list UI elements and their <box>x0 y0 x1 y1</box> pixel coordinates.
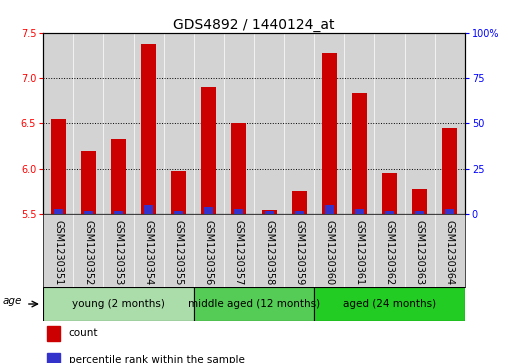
Bar <box>435 33 465 214</box>
Bar <box>201 87 216 214</box>
Bar <box>404 214 435 287</box>
Bar <box>344 214 374 287</box>
Bar <box>171 171 186 214</box>
Bar <box>114 211 123 214</box>
Bar <box>344 33 374 214</box>
Bar <box>254 33 284 214</box>
Bar <box>51 119 66 214</box>
FancyBboxPatch shape <box>314 287 465 321</box>
Text: GSM1230355: GSM1230355 <box>174 220 184 285</box>
Text: GSM1230362: GSM1230362 <box>385 220 395 285</box>
Text: young (2 months): young (2 months) <box>72 299 165 309</box>
Bar <box>224 33 254 214</box>
Bar <box>412 189 427 214</box>
Bar <box>314 33 344 214</box>
Text: count: count <box>69 329 99 338</box>
Bar <box>404 33 435 214</box>
Bar <box>284 214 314 287</box>
Bar <box>174 211 183 214</box>
Text: percentile rank within the sample: percentile rank within the sample <box>69 355 245 363</box>
Bar <box>73 214 104 287</box>
Bar <box>84 211 93 214</box>
Text: GSM1230361: GSM1230361 <box>355 220 364 285</box>
Bar <box>134 33 164 214</box>
Text: GSM1230356: GSM1230356 <box>204 220 214 285</box>
Bar <box>355 209 364 214</box>
Text: GSM1230359: GSM1230359 <box>294 220 304 285</box>
Bar <box>81 151 96 214</box>
Text: GSM1230351: GSM1230351 <box>53 220 63 285</box>
Bar <box>204 207 213 214</box>
FancyBboxPatch shape <box>194 287 314 321</box>
Bar <box>164 214 194 287</box>
Text: GSM1230354: GSM1230354 <box>144 220 153 285</box>
Bar <box>134 214 164 287</box>
Bar <box>385 211 394 214</box>
Bar <box>194 214 224 287</box>
Text: GSM1230358: GSM1230358 <box>264 220 274 285</box>
Bar <box>111 139 126 214</box>
Bar <box>104 33 134 214</box>
Bar <box>254 214 284 287</box>
Bar <box>435 214 465 287</box>
Bar <box>47 353 60 363</box>
Bar <box>352 94 367 214</box>
Bar <box>374 33 404 214</box>
Text: GSM1230357: GSM1230357 <box>234 220 244 285</box>
Bar <box>265 211 274 214</box>
Text: GSM1230352: GSM1230352 <box>83 220 93 285</box>
Bar <box>141 44 156 214</box>
Bar <box>164 33 194 214</box>
Bar <box>224 214 254 287</box>
Bar <box>144 205 153 214</box>
Bar <box>374 214 404 287</box>
Text: GSM1230360: GSM1230360 <box>324 220 334 285</box>
Bar <box>292 192 307 214</box>
Bar <box>382 174 397 214</box>
Bar <box>322 53 337 214</box>
Text: GSM1230364: GSM1230364 <box>445 220 455 285</box>
Bar <box>325 205 334 214</box>
Title: GDS4892 / 1440124_at: GDS4892 / 1440124_at <box>173 18 335 32</box>
Bar <box>442 128 457 214</box>
Bar <box>104 214 134 287</box>
Bar <box>47 326 60 340</box>
Bar <box>284 33 314 214</box>
Bar <box>314 214 344 287</box>
Bar <box>43 214 73 287</box>
Bar <box>73 33 104 214</box>
FancyBboxPatch shape <box>43 287 194 321</box>
Bar <box>232 123 246 214</box>
Bar <box>415 211 424 214</box>
Bar <box>54 209 63 214</box>
Bar <box>234 209 243 214</box>
Text: GSM1230363: GSM1230363 <box>415 220 425 285</box>
Bar <box>445 209 454 214</box>
Text: middle aged (12 months): middle aged (12 months) <box>188 299 320 309</box>
Text: GSM1230353: GSM1230353 <box>113 220 123 285</box>
Bar <box>43 33 73 214</box>
Text: age: age <box>2 296 21 306</box>
Bar <box>295 211 304 214</box>
Bar <box>194 33 224 214</box>
Text: aged (24 months): aged (24 months) <box>343 299 436 309</box>
Bar <box>262 210 276 214</box>
